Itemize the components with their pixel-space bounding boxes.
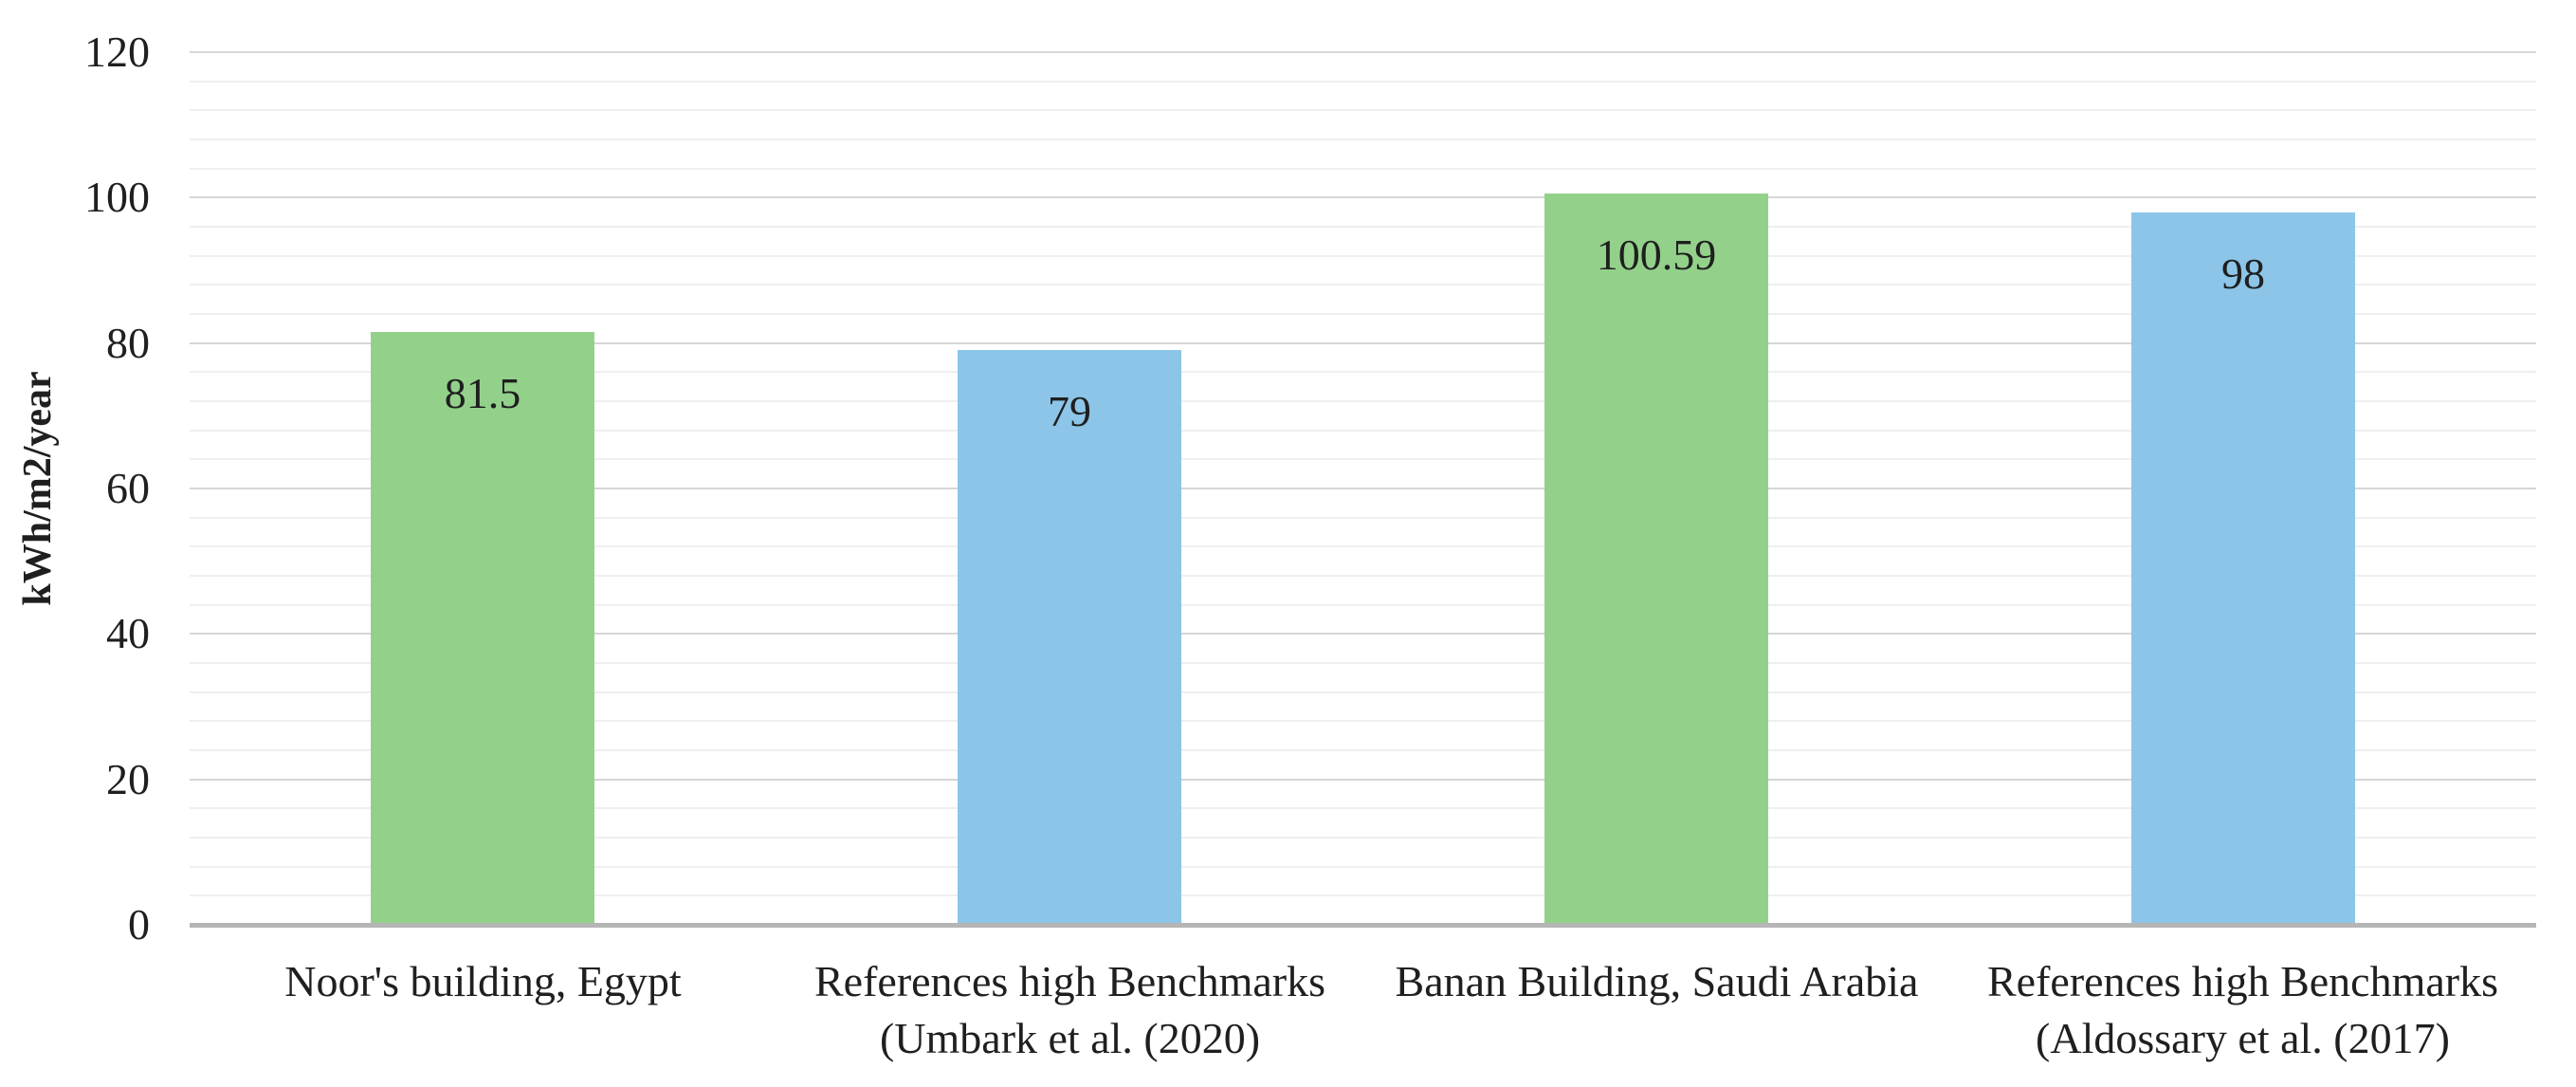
gridline-major — [190, 488, 2536, 489]
plot-area: 81.5 79 100.59 98 — [190, 51, 2536, 928]
gridline-minor — [190, 400, 2536, 402]
gridline-minor — [190, 691, 2536, 693]
gridline-minor — [190, 313, 2536, 315]
gridline-minor — [190, 458, 2536, 461]
gridline-minor — [190, 167, 2536, 170]
x-category-label: References high Benchmarks (Aldossary et … — [1986, 957, 2499, 1062]
bar-value-label: 98 — [2221, 249, 2265, 298]
y-tick-label: 20 — [106, 754, 150, 803]
gridline-minor — [190, 575, 2536, 577]
y-tick-label: 80 — [106, 318, 150, 367]
y-tick-label: 120 — [84, 28, 150, 76]
gridline-major — [190, 633, 2536, 636]
gridline-major — [190, 51, 2536, 53]
gridline-minor — [190, 371, 2536, 374]
y-tick-label: 60 — [106, 464, 150, 512]
gridline-minor — [190, 603, 2536, 606]
gridline-minor — [190, 837, 2536, 838]
gridline-minor — [190, 80, 2536, 83]
x-category-label: Noor's building, Egypt — [284, 957, 682, 1005]
gridline-minor — [190, 749, 2536, 751]
gridline-minor — [190, 429, 2536, 432]
gridline-minor — [190, 894, 2536, 897]
gridline-minor — [190, 545, 2536, 548]
gridline-major — [190, 778, 2536, 781]
gridline-minor — [190, 226, 2536, 228]
gridline-minor — [190, 865, 2536, 868]
y-tick-label: 100 — [84, 173, 150, 222]
x-category-label: Banan Building, Saudi Arabia — [1395, 957, 1919, 1005]
x-axis-line — [190, 923, 2536, 928]
gridline-minor — [190, 138, 2536, 140]
gridline-minor — [190, 662, 2536, 664]
y-tick-label: 0 — [128, 900, 150, 949]
gridline-major — [190, 341, 2536, 344]
bar — [371, 332, 594, 925]
bar — [1544, 193, 1768, 925]
bar — [2131, 212, 2355, 925]
bar-value-label: 100.59 — [1596, 230, 1717, 279]
bar-value-label: 81.5 — [444, 369, 521, 417]
gridline-minor — [190, 807, 2536, 810]
gridline-minor — [190, 516, 2536, 519]
gridline-minor — [190, 254, 2536, 257]
bar — [958, 350, 1181, 925]
bar-value-label: 79 — [1048, 387, 1091, 435]
x-category-label: References high Benchmarks (Umbark et al.… — [813, 957, 1326, 1062]
gridline-minor — [190, 109, 2536, 112]
y-tick-label: 40 — [106, 609, 150, 658]
gridline-minor — [190, 720, 2536, 723]
gridline-minor — [190, 284, 2536, 286]
gridline-major — [190, 196, 2536, 199]
